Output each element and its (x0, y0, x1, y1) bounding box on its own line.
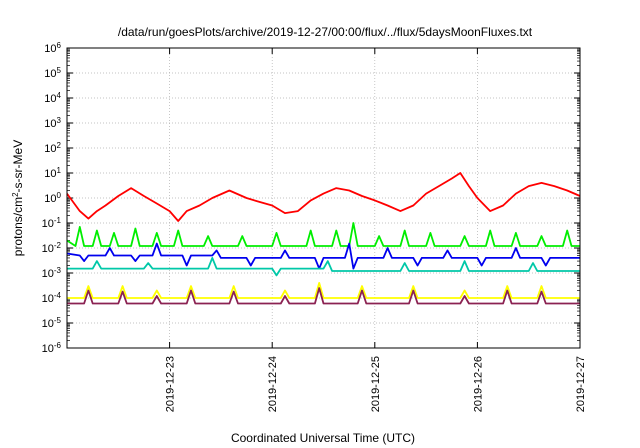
y-axis-label-rest: -s-sr-MeV (11, 140, 25, 193)
y-tick-base: 10 (42, 268, 54, 280)
x-tick-label: 2019-12-27 (575, 356, 587, 412)
series-line-4 (67, 256, 580, 277)
y-tick-label: 10-2 (42, 241, 62, 256)
y-tick-label: 10-5 (42, 316, 62, 331)
y-tick-base: 10 (44, 43, 56, 55)
x-tick-label: 2019-12-23 (165, 356, 177, 412)
y-tick-exponent: -4 (54, 291, 62, 300)
data-series (66, 172, 581, 305)
y-tick-label: 101 (44, 166, 61, 181)
y-tick-exponent: -6 (54, 341, 62, 350)
x-tick-label: 2019-12-24 (267, 356, 279, 412)
y-tick-label: 106 (44, 41, 61, 56)
y-tick-label: 10-1 (42, 216, 62, 231)
y-tick-exponent: -3 (54, 266, 62, 275)
series-line-3 (66, 242, 580, 270)
x-axis-ticks: 2019-12-23 2019-12-24 2019-12-25 2019-12-26… (165, 48, 587, 412)
x-tick-label: 2019-12-26 (472, 356, 484, 412)
y-axis-label-base: protons/cm (11, 197, 25, 256)
y-tick-label: 10-4 (42, 291, 62, 306)
y-tick-label: 104 (44, 91, 61, 106)
y-tick-exponent: -1 (54, 216, 62, 225)
series-line-6 (67, 287, 580, 305)
plot-frame (66, 47, 581, 349)
series-line-5 (67, 281, 580, 299)
y-tick-exponent: 3 (57, 116, 62, 125)
y-tick-base: 10 (42, 218, 54, 230)
y-tick-exponent: 0 (57, 191, 62, 200)
y-tick-base: 10 (42, 293, 54, 305)
y-tick-exponent: 5 (57, 66, 62, 75)
y-tick-base: 10 (44, 68, 56, 80)
y-tick-base: 10 (42, 318, 54, 330)
y-tick-label: 10-3 (42, 266, 62, 281)
chart-title: /data/run/goesPlots/archive/2019-12-27/0… (118, 25, 533, 39)
series-line-1 (66, 172, 581, 222)
y-axis-label-sup: 2 (11, 192, 20, 197)
y-tick-base: 10 (44, 143, 56, 155)
x-axis-label: Coordinated Universal Time (UTC) (231, 431, 415, 445)
y-tick-exponent: -2 (54, 241, 62, 250)
y-tick-base: 10 (42, 343, 54, 355)
y-tick-exponent: 1 (57, 166, 62, 175)
x-tick-label: 2019-12-25 (370, 356, 382, 412)
y-tick-base: 10 (44, 118, 56, 130)
y-tick-base: 10 (44, 193, 56, 205)
y-axis-label: protons/cm2-s-sr-MeV (11, 140, 26, 256)
y-tick-label: 102 (44, 141, 61, 156)
y-tick-label: 105 (44, 66, 61, 81)
y-tick-label: 100 (44, 191, 61, 206)
y-tick-exponent: -5 (54, 316, 62, 325)
y-tick-base: 10 (44, 168, 56, 180)
y-tick-exponent: 2 (57, 141, 62, 150)
y-tick-label: 103 (44, 116, 61, 131)
series-line-2 (66, 222, 580, 247)
y-tick-exponent: 6 (57, 41, 62, 50)
y-tick-exponent: 4 (57, 91, 62, 100)
y-tick-base: 10 (44, 93, 56, 105)
y-tick-base: 10 (42, 243, 54, 255)
y-tick-label: 10-6 (42, 341, 62, 356)
